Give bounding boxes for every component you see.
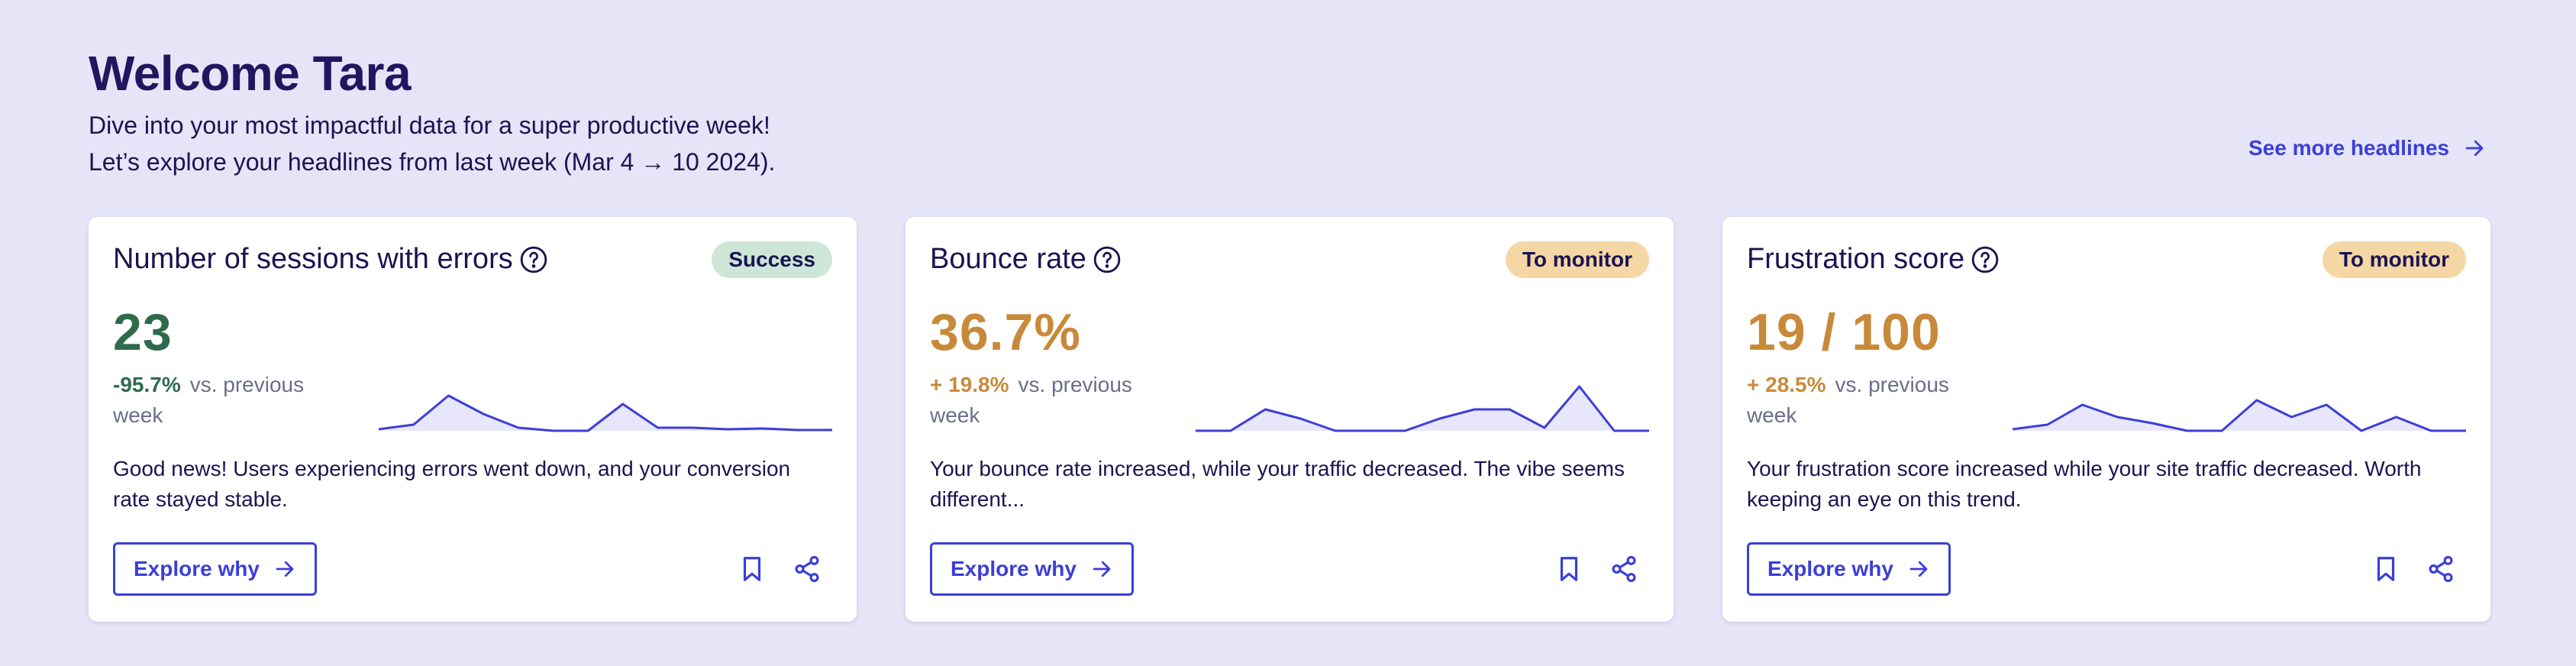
card-header: Frustration score [1747, 243, 2000, 276]
card-description: Your bounce rate increased, while your t… [930, 457, 1625, 511]
arrow-right-icon [276, 561, 294, 577]
share-icon[interactable] [1609, 554, 1638, 584]
card-description: Good news! Users experiencing errors wen… [113, 457, 791, 511]
welcome-header: Welcome Tara Dive into your most impactf… [89, 43, 775, 180]
card-title: Number of sessions with errors [113, 243, 513, 275]
share-icon[interactable] [2426, 554, 2455, 584]
headline-cards: Number of sessions with errors Success 2… [89, 217, 2490, 622]
delta-label: vs. previous week [930, 373, 1132, 427]
delta-text: + 28.5% vs. previous week [1747, 370, 1976, 431]
status-badge: To monitor [2322, 241, 2466, 278]
explore-why-button[interactable]: Explore why [1747, 542, 1951, 596]
delta-label: vs. previous week [1747, 373, 1949, 427]
card-title: Bounce rate [930, 243, 1086, 275]
sparkline-line [2013, 399, 2466, 432]
metric-value: 23 [113, 303, 173, 361]
delta-label: vs. previous week [113, 373, 305, 427]
help-icon[interactable] [519, 245, 548, 274]
sparkline-line [379, 394, 832, 432]
bookmark-icon[interactable] [2371, 554, 2400, 584]
metric-value: 19 / 100 [1747, 303, 1941, 361]
explore-why-label: Explore why [134, 557, 260, 580]
arrow-right-icon [1093, 561, 1111, 577]
card-header: Bounce rate [930, 243, 1122, 276]
status-badge: To monitor [1505, 241, 1649, 278]
headline-card-frustration-score: Frustration score To monitor 19 / 100 + … [1722, 217, 2490, 622]
delta-text: + 19.8% vs. previous week [930, 370, 1159, 431]
bookmark-icon[interactable] [1554, 554, 1583, 584]
bookmark-icon[interactable] [738, 554, 767, 584]
intro-line-1: Dive into your most impactful data for a… [89, 112, 770, 139]
explore-why-label: Explore why [951, 557, 1077, 580]
arrow-right-icon [1909, 561, 1928, 577]
sparkline-area [1196, 386, 1649, 431]
delta-percent: + 19.8% [930, 373, 1009, 396]
sparkline [1196, 385, 1649, 432]
arrow-right-icon [2465, 140, 2484, 157]
see-more-headlines-link[interactable]: See more headlines [2248, 136, 2486, 160]
sparkline-area [379, 396, 832, 431]
explore-why-label: Explore why [1767, 557, 1893, 580]
delta-percent: -95.7% [113, 373, 181, 396]
intro-text: Dive into your most impactful data for a… [89, 107, 775, 180]
help-icon[interactable] [1093, 245, 1122, 274]
share-icon[interactable] [792, 554, 822, 584]
card-header: Number of sessions with errors [113, 243, 548, 276]
sparkline [379, 394, 832, 432]
headline-card-bounce-rate: Bounce rate To monitor 36.7% + 19.8% vs. … [905, 217, 1674, 622]
explore-why-button[interactable]: Explore why [113, 542, 317, 596]
sparkline-line [1196, 385, 1649, 432]
explore-why-button[interactable]: Explore why [930, 542, 1134, 596]
intro-line-2: Let’s explore your headlines from last w… [89, 148, 776, 176]
metric-value: 36.7% [930, 303, 1081, 361]
see-more-label: See more headlines [2248, 136, 2449, 160]
sparkline [2013, 399, 2466, 432]
card-title: Frustration score [1747, 243, 1965, 275]
help-icon[interactable] [1971, 245, 2000, 274]
card-description: Your frustration score increased while y… [1747, 457, 2422, 511]
delta-percent: + 28.5% [1747, 373, 1826, 396]
status-badge: Success [712, 241, 832, 278]
headline-card-errors: Number of sessions with errors Success 2… [89, 217, 857, 622]
delta-text: -95.7% vs. previous week [113, 370, 342, 431]
page-title: Welcome Tara [89, 46, 412, 101]
